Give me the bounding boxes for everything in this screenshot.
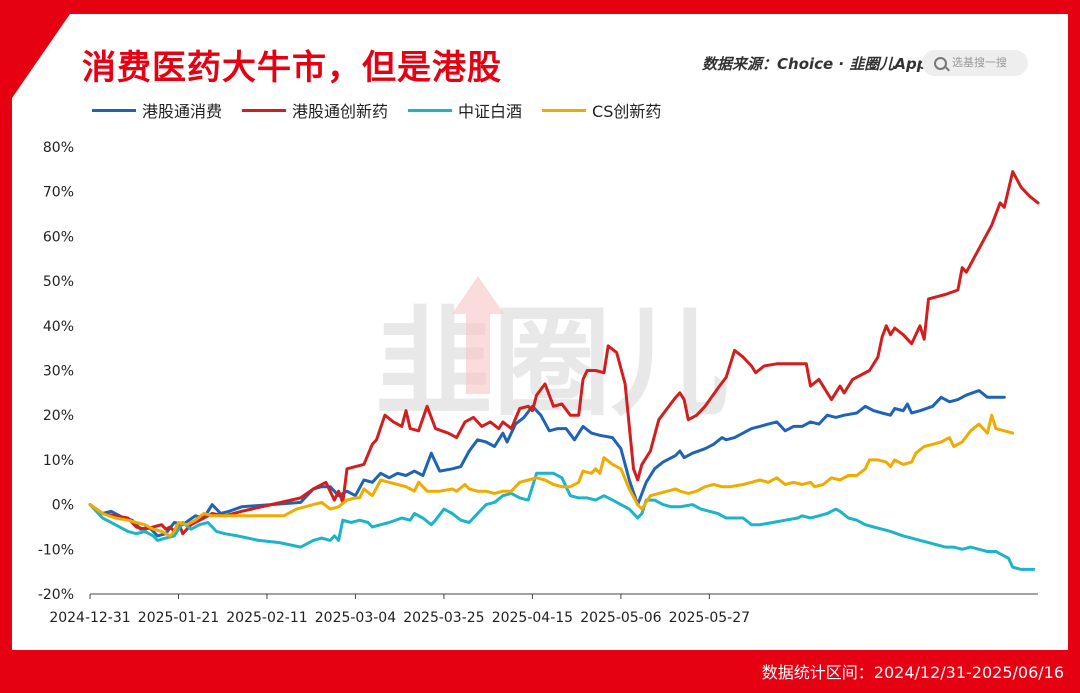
legend-item: CS创新药 — [542, 98, 661, 122]
x-tick-label: 2025-04-15 — [492, 610, 573, 626]
date-range-footer: 数据统计区间：2024/12/31-2025/06/16 — [761, 663, 1064, 682]
y-tick-label: 50% — [43, 274, 74, 290]
series-line — [88, 413, 1015, 538]
legend-swatch — [242, 108, 287, 112]
legend-label: CS创新药 — [592, 102, 662, 121]
line-chart: 韭圈儿 80% 70% 60% 50% 40% 30% 20% 10% 0% -10% -20% 2… — [38, 140, 1040, 626]
series-line — [88, 471, 1036, 571]
source-label: 数据来源：Choice · 韭圈儿App — [702, 55, 928, 73]
x-tick-label: 2025-05-27 — [669, 610, 750, 626]
y-tick-label: 0% — [52, 498, 74, 514]
y-tick-label: 30% — [43, 364, 74, 380]
y-tick-label: 10% — [43, 453, 74, 469]
series-line — [88, 170, 1040, 536]
y-tick-label: 80% — [43, 140, 74, 156]
search-icon — [934, 57, 947, 70]
chart-card: 消费医药大牛市，但是港股 数据来源：Choice · 韭圈儿App 选基搜一搜 … — [12, 14, 1068, 650]
y-tick-label: 20% — [43, 408, 74, 424]
x-tick-label: 2025-02-11 — [226, 610, 307, 626]
y-axis: 80% 70% 60% 50% 40% 30% 20% 10% 0% -10% -20% — [38, 140, 74, 603]
search-input[interactable]: 选基搜一搜 — [922, 50, 1028, 76]
y-tick-label: -10% — [38, 542, 74, 558]
y-tick-label: 60% — [43, 229, 74, 245]
series-lines — [88, 170, 1040, 571]
watermark-text: 韭圈儿 — [375, 294, 729, 432]
y-tick-label: -20% — [38, 587, 74, 603]
legend-swatch — [542, 108, 587, 112]
legend-item: 港股通消费 — [92, 98, 222, 122]
corner-decoration — [12, 14, 70, 98]
y-tick-label: 70% — [43, 185, 74, 201]
page-title: 消费医药大牛市，但是港股 — [82, 48, 502, 88]
legend-swatch — [92, 108, 136, 112]
legend-label: 港股通消费 — [142, 102, 223, 121]
search-placeholder: 选基搜一搜 — [952, 56, 1007, 69]
x-tick-label: 2025-01-21 — [138, 610, 219, 626]
watermark-logo: 韭圈儿 — [375, 276, 729, 432]
legend-label: 中证白酒 — [458, 102, 523, 121]
series-line — [88, 389, 1006, 538]
x-tick-label: 2025-03-25 — [403, 610, 484, 626]
x-tick-label: 2024-12-31 — [49, 610, 130, 626]
legend-label: 港股通创新药 — [292, 102, 389, 121]
chart-legend: 港股通消费 港股通创新药 中证白酒 CS创新药 — [92, 98, 661, 122]
legend-item: 港股通创新药 — [242, 98, 388, 122]
x-tick-label: 2025-03-04 — [315, 610, 396, 626]
x-axis: 2024-12-31 2025-01-21 2025-02-11 2025-03-04… — [49, 593, 1038, 626]
legend-item: 中证白酒 — [408, 98, 522, 122]
legend-swatch — [408, 108, 453, 112]
y-tick-label: 40% — [43, 319, 74, 335]
watermark-arrow — [452, 276, 504, 394]
x-tick-label: 2025-05-06 — [580, 610, 661, 626]
